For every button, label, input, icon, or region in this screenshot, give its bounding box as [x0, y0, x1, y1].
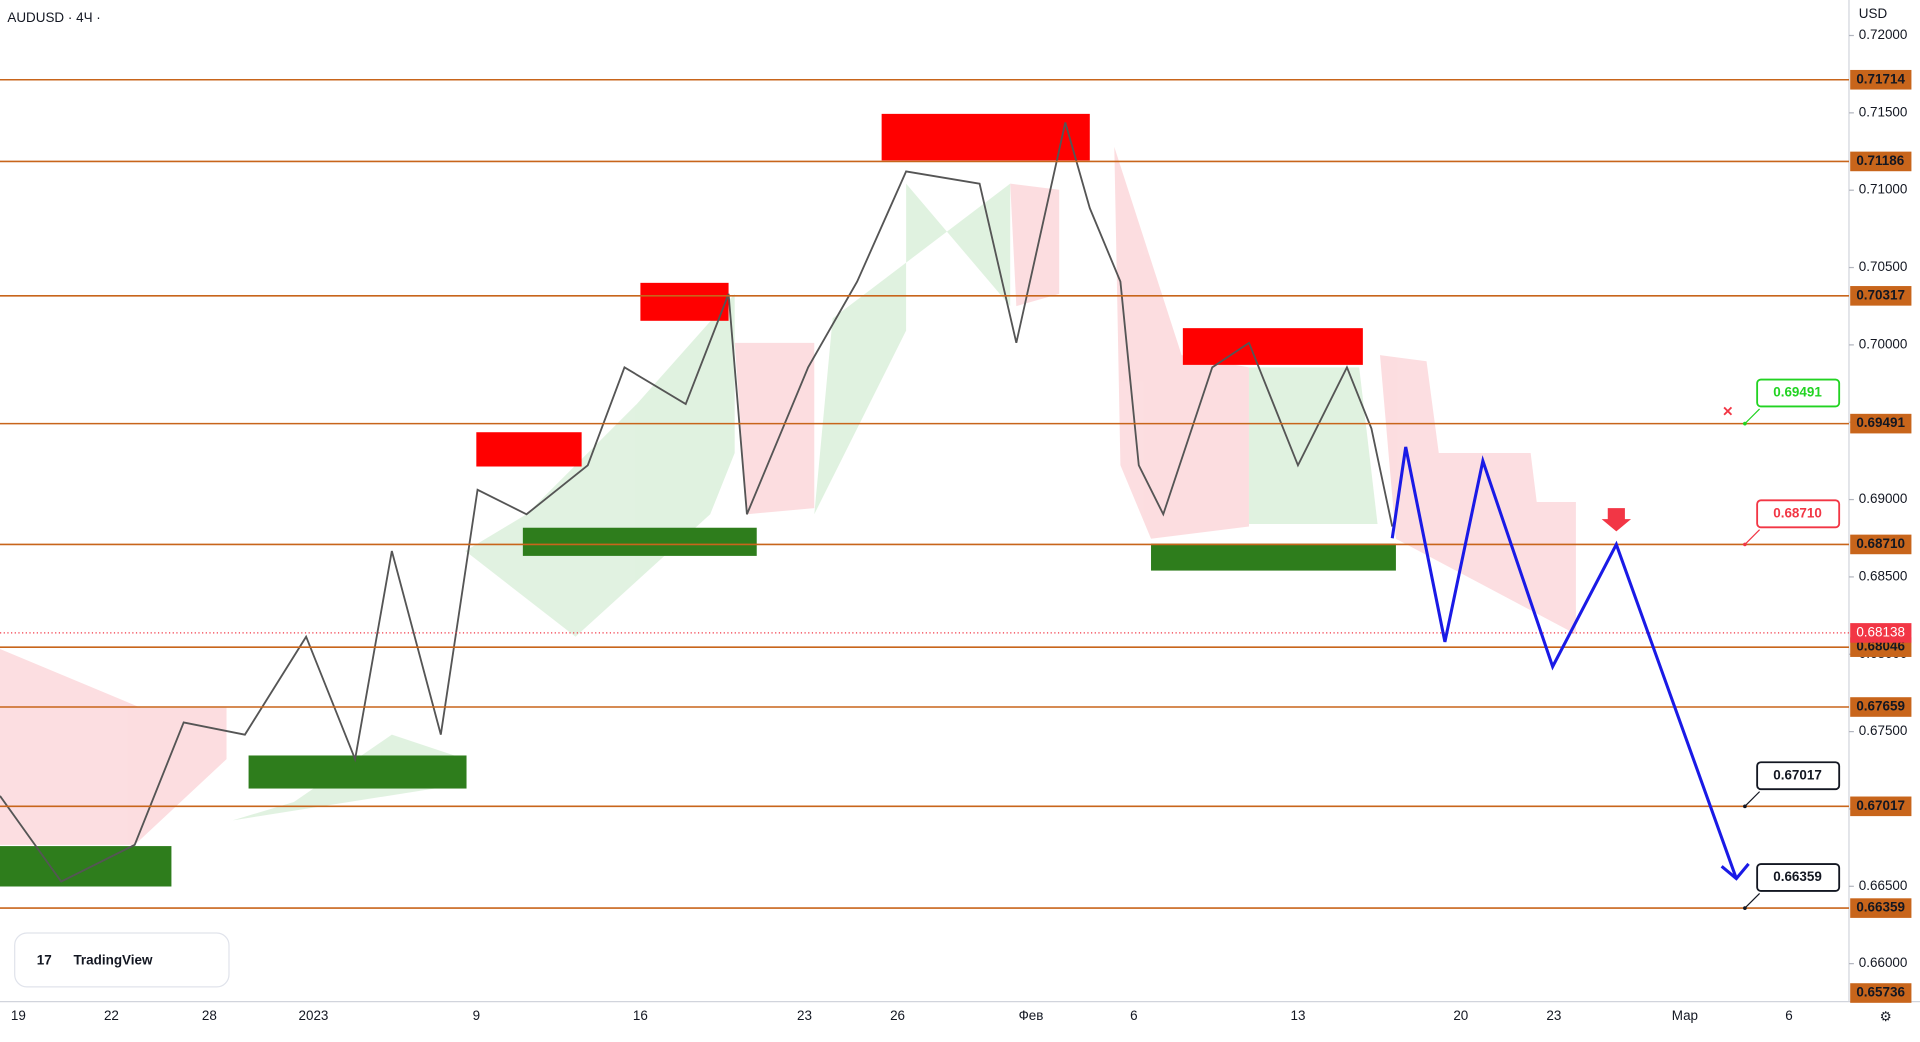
level-label: 0.71714	[1856, 71, 1905, 86]
level-label: 0.67017	[1856, 798, 1905, 813]
logo-frame	[14, 932, 230, 988]
sell-arrow	[1601, 508, 1632, 532]
supply-zone	[881, 113, 1090, 161]
price-path	[0, 122, 1394, 883]
callout-box	[1756, 863, 1841, 892]
x-tick-label: 20	[1453, 1008, 1468, 1023]
supply-zone	[1182, 328, 1363, 365]
level-tag	[1850, 898, 1912, 918]
settings-icon[interactable]: ⚙	[1880, 1009, 1892, 1024]
x-tick-label: 26	[890, 1008, 905, 1023]
callout-anchor	[1743, 421, 1747, 426]
x-tick-label: 6	[1785, 1008, 1792, 1023]
logo-text: TradingView	[73, 953, 153, 968]
level-tag	[1850, 413, 1912, 434]
symbol: AUDUSD · 4Ч ·	[7, 10, 100, 25]
callout-leader	[1744, 892, 1761, 909]
projection-path	[1390, 446, 1738, 880]
demand-zone	[1151, 543, 1396, 571]
callout-anchor	[1743, 542, 1747, 547]
y-tick-label: 0.70000	[1859, 336, 1908, 351]
x-tick-label: 23	[1546, 1008, 1561, 1023]
level-label: 0.68710	[1856, 536, 1905, 551]
bottom-price-label: 0.65736	[1856, 985, 1905, 1000]
supply-zone	[476, 432, 582, 467]
level-label: 0.69491	[1856, 415, 1905, 430]
y-tick-label: 0.66000	[1859, 955, 1908, 970]
callout-anchor	[1743, 804, 1747, 809]
level-tag	[1850, 796, 1912, 817]
bear-area	[1010, 183, 1060, 307]
level-label: 0.67659	[1856, 699, 1905, 714]
demand-zone	[0, 846, 172, 887]
current-price-tag	[1850, 623, 1912, 643]
level-tag	[1850, 151, 1912, 172]
x-tick-label: 28	[202, 1008, 217, 1023]
x-tick-label: 19	[11, 1008, 26, 1023]
price-axis	[1848, 0, 1920, 1042]
y-tick-label: 0.72000	[1859, 27, 1908, 42]
x-tick-label: 23	[797, 1008, 812, 1023]
callout-box	[1756, 761, 1841, 791]
callout-label: 0.66359	[1773, 869, 1822, 884]
bear-area	[1114, 146, 1249, 539]
y-tick-label: 0.71000	[1859, 182, 1908, 197]
supply-zone	[640, 282, 729, 321]
level-tag	[1850, 697, 1912, 717]
bear-area	[1380, 355, 1576, 635]
callout-label: 0.69491	[1773, 385, 1822, 400]
y-tick-label: 0.71500	[1859, 104, 1908, 119]
currency: USD	[1859, 6, 1888, 21]
projection-arrowhead	[1720, 862, 1750, 881]
level-tag	[1850, 534, 1912, 555]
y-tick-label: 0.67500	[1859, 723, 1908, 738]
y-tick-label: 0.68500	[1859, 568, 1908, 583]
x-tick-label: 2023	[299, 1008, 329, 1023]
bear-area	[0, 648, 227, 845]
x-tick-label: 13	[1290, 1008, 1305, 1023]
y-tick-label: 0.70500	[1859, 259, 1908, 274]
callout-leader	[1744, 408, 1761, 425]
cross-marker: ✕	[1722, 404, 1733, 419]
level-tag	[1850, 69, 1912, 90]
logo-mark: 17	[37, 953, 52, 968]
callout-leader	[1744, 529, 1761, 545]
x-tick-label: 16	[633, 1008, 648, 1023]
callout-anchor	[1743, 906, 1747, 910]
logo-box[interactable]: 17 TradingView	[14, 932, 230, 988]
x-tick-label: 9	[473, 1008, 480, 1023]
y-tick-label: 0.69000	[1859, 491, 1908, 506]
callout-box	[1756, 378, 1841, 408]
level-label: 0.71186	[1856, 153, 1904, 168]
demand-zone	[522, 527, 757, 556]
x-tick-label: Фев	[1019, 1008, 1044, 1023]
demand-zone	[248, 755, 467, 789]
bull-area	[1248, 367, 1378, 525]
current-price-label: 0.68138	[1856, 624, 1905, 639]
zones	[0, 113, 1396, 887]
callout-box	[1756, 499, 1841, 529]
y-tick-label: 0.66500	[1859, 878, 1908, 893]
x-tick-label: 22	[104, 1008, 119, 1023]
x-tick-label: Мар	[1672, 1008, 1698, 1023]
bull-area	[814, 183, 1011, 515]
level-label: 0.66359	[1856, 900, 1905, 915]
callout-label: 0.67017	[1773, 767, 1822, 782]
bear-area	[734, 342, 815, 515]
callout-label: 0.68710	[1773, 505, 1822, 520]
level-label: 0.70317	[1856, 287, 1905, 302]
level-tag	[1850, 286, 1912, 306]
bottom-price-tag	[1850, 983, 1912, 1003]
x-tick-label: 6	[1130, 1008, 1137, 1023]
callout-leader	[1744, 791, 1761, 807]
